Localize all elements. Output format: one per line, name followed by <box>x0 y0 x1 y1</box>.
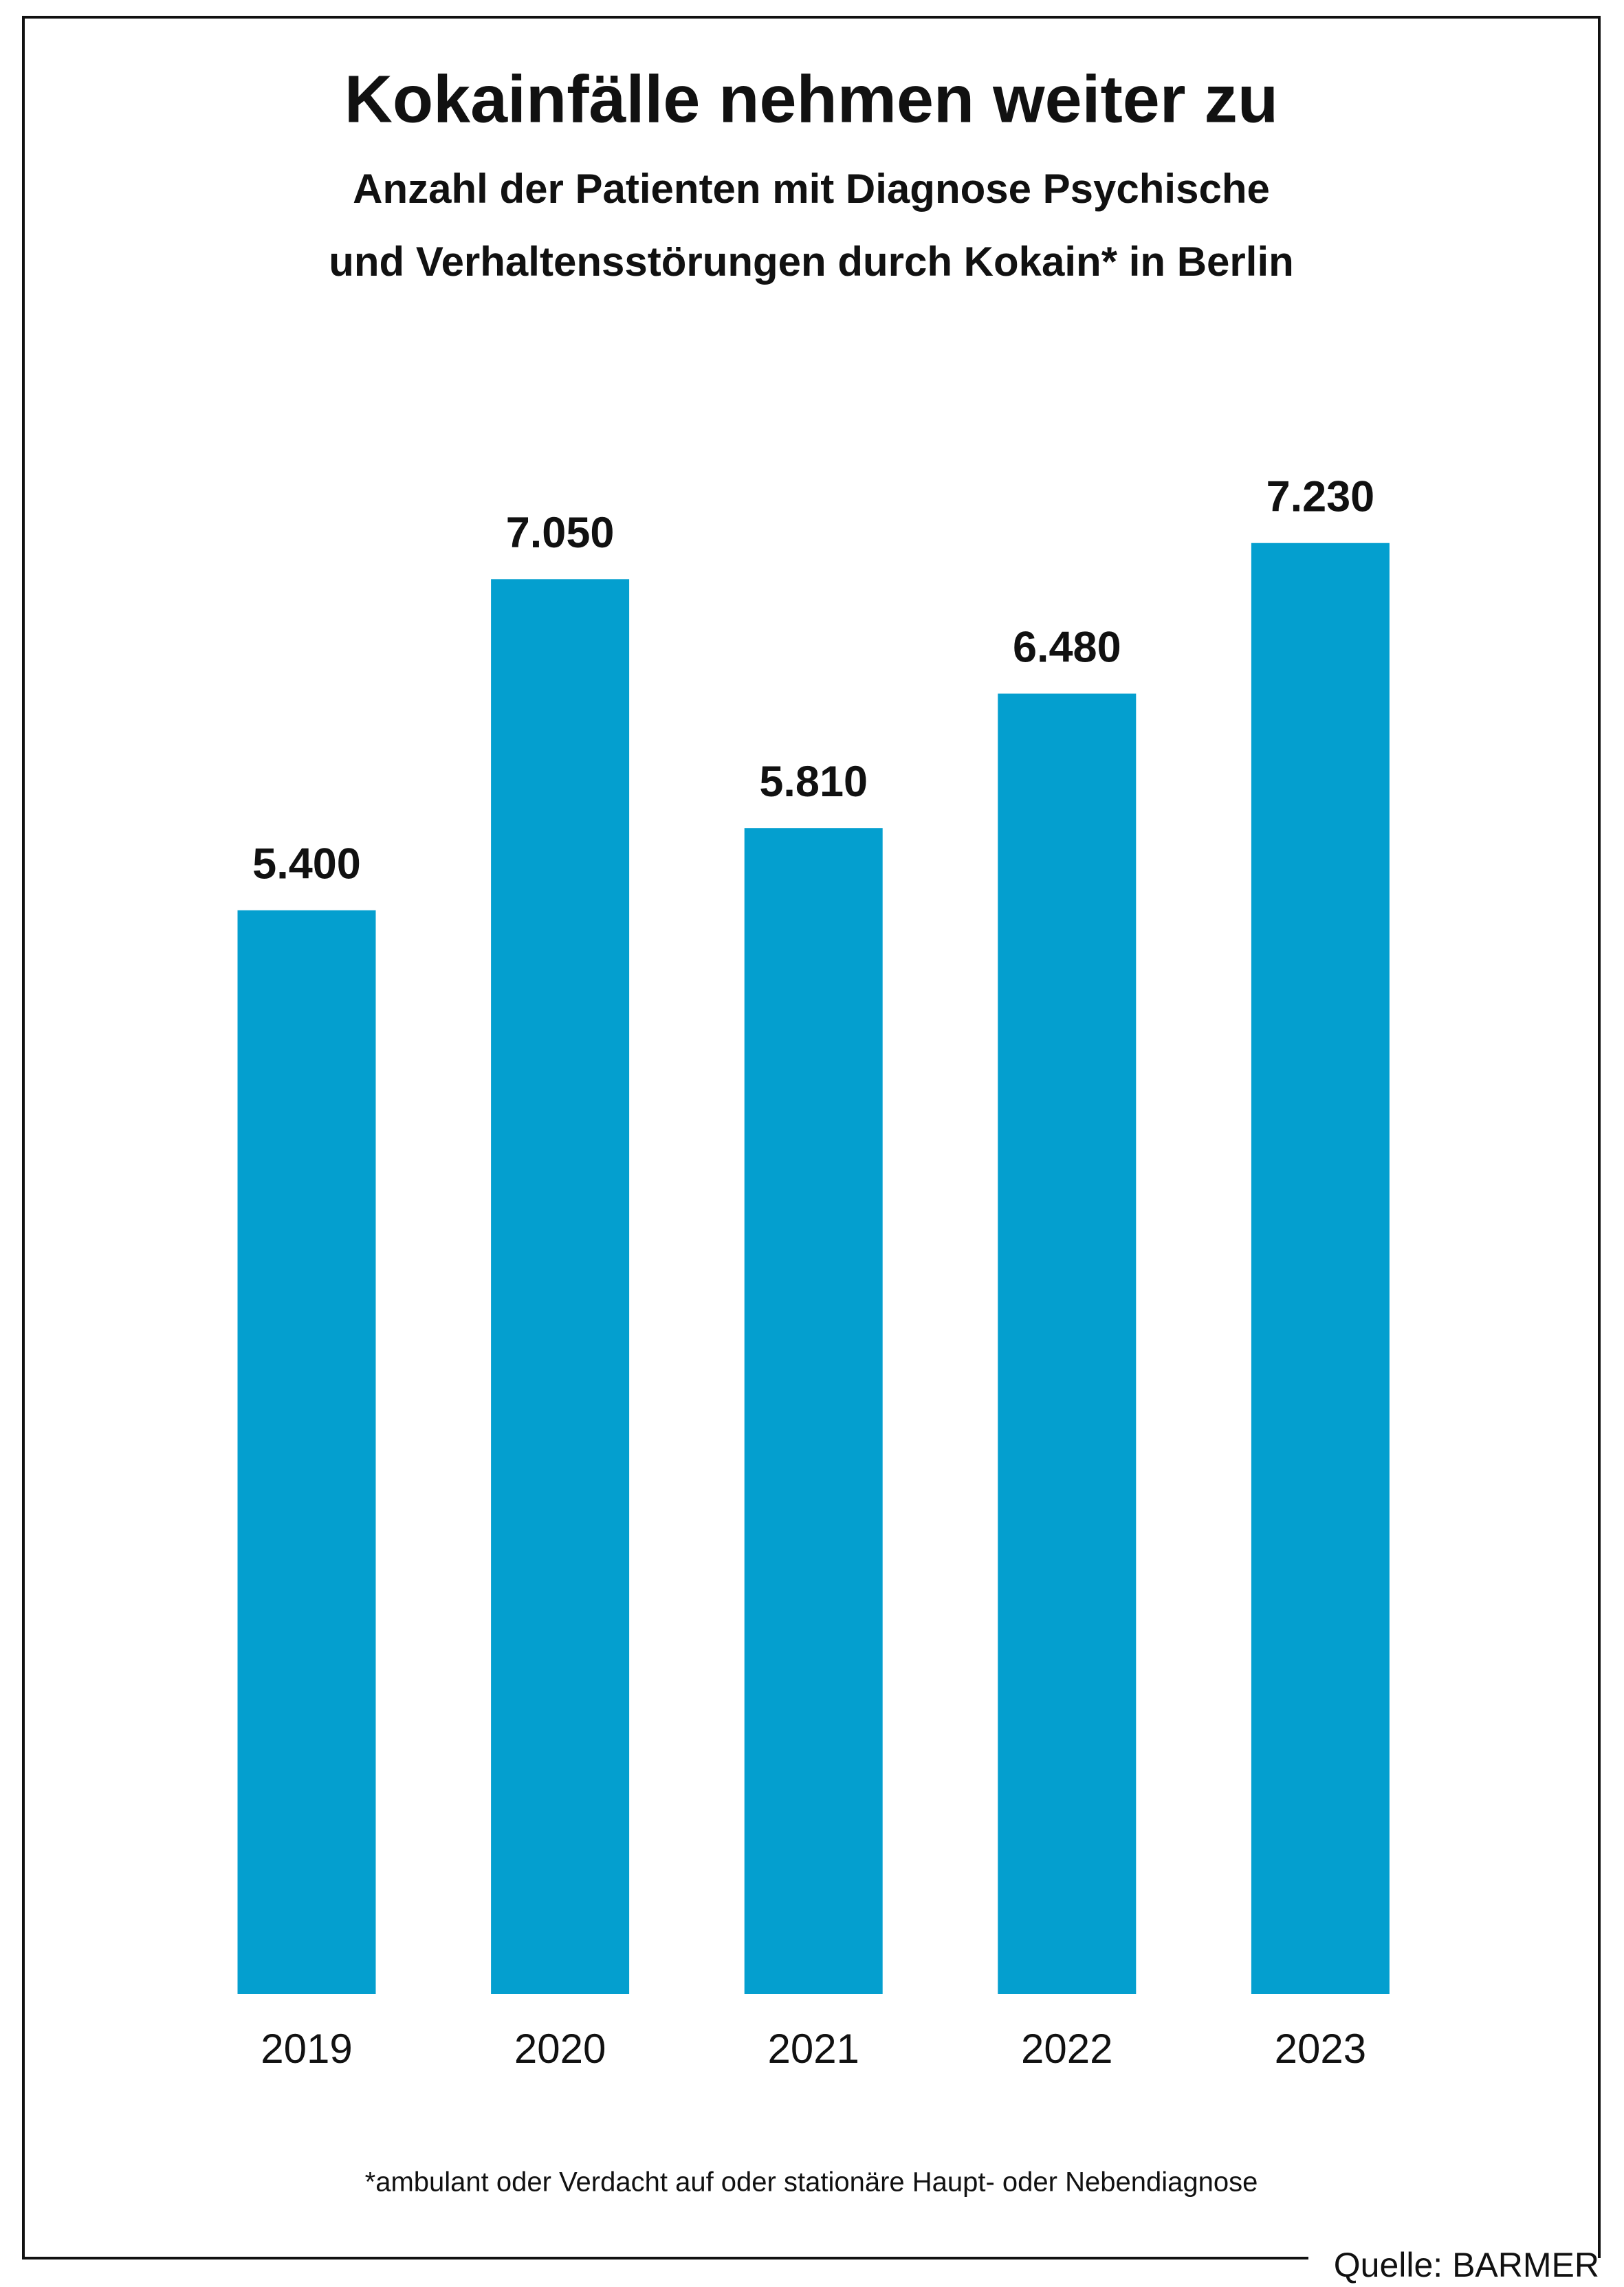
value-label: 5.400 <box>252 840 361 888</box>
footnote: *ambulant oder Verdacht auf oder station… <box>365 2167 1258 2198</box>
bar <box>491 579 630 1994</box>
chart-subtitle: Anzahl der Patienten mit Diagnose Psychi… <box>353 166 1270 212</box>
x-tick-label: 2022 <box>1021 2026 1112 2072</box>
frame <box>22 16 1601 2259</box>
bar <box>237 910 376 1994</box>
source: Quelle: BARMER <box>1334 2246 1599 2284</box>
chart-subtitle: und Verhaltensstörungen durch Kokain* in… <box>329 239 1294 285</box>
value-label: 5.810 <box>759 758 868 806</box>
bar <box>744 828 883 1994</box>
value-label: 7.230 <box>1266 472 1375 521</box>
x-tick-label: 2019 <box>261 2026 352 2072</box>
chart-title: Kokainfälle nehmen weiter zu <box>344 62 1278 137</box>
value-label: 7.050 <box>506 509 615 557</box>
value-label: 6.480 <box>1013 623 1121 671</box>
bar <box>1251 543 1390 1995</box>
x-tick-label: 2021 <box>767 2026 859 2072</box>
bar <box>998 693 1137 1994</box>
x-tick-label: 2023 <box>1275 2026 1366 2072</box>
x-tick-label: 2020 <box>514 2026 606 2072</box>
